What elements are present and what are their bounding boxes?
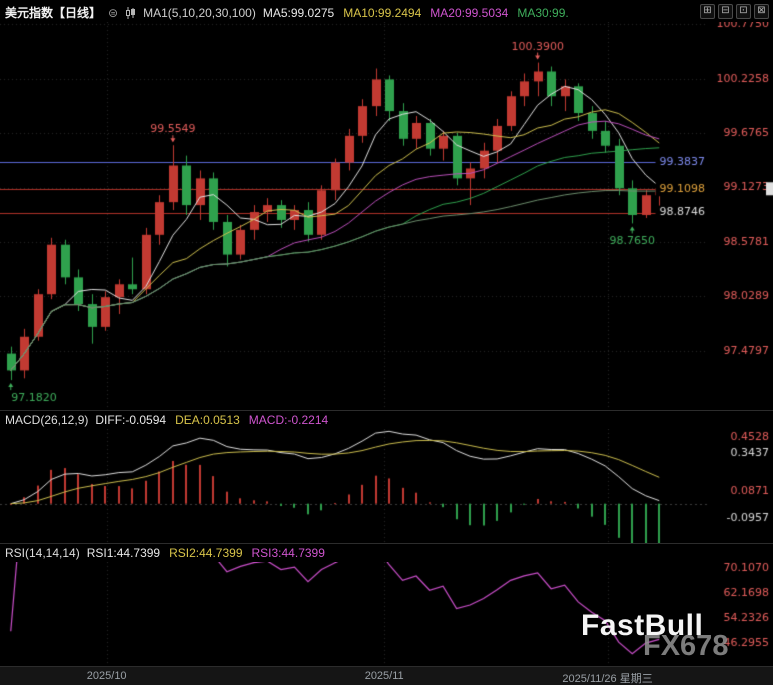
rsi-chart[interactable] — [0, 562, 773, 666]
rsi-value: RSI1:44.7399 — [86, 546, 161, 560]
instrument-title: 美元指数【日线】 — [5, 6, 102, 20]
ma-settings-label: MA1(5,10,20,30,100) — [143, 5, 256, 20]
panel-divider-rsi[interactable] — [0, 543, 773, 544]
fullscreen-icon[interactable]: ⊠ — [754, 4, 769, 19]
time-axis-label: 2025/10 — [86, 670, 127, 682]
macd-value: DEA:0.0513 — [175, 413, 240, 427]
ma-value: MA20:99.5034 — [430, 5, 509, 20]
macd-value: DIFF:-0.0594 — [95, 413, 167, 427]
time-axis-label: 2025/11/26 星期三 — [562, 673, 653, 685]
popout-icon[interactable]: ⊡ — [736, 4, 751, 19]
rsi-legend: RSI1:44.7399 RSI2:44.7399 RSI3:44.7399 — [87, 546, 325, 560]
split-pane-icon[interactable]: ⊟ — [718, 4, 733, 19]
rsi-value: RSI2:44.7399 — [169, 546, 243, 560]
macd-header: MACD(26,12,9) DIFF:-0.0594 DEA:0.0513 MACD… — [5, 413, 328, 427]
rsi-header: RSI(14,14,14) RSI1:44.7399 RSI2:44.7399 RS… — [5, 546, 325, 560]
settings-icon[interactable]: ⊜ — [108, 5, 119, 20]
rsi-title: RSI(14,14,14) — [5, 546, 80, 560]
ma-legend: MA5:99.0275 MA10:99.2494 MA20:99.5034 MA30:… — [263, 6, 569, 20]
time-axis: 2025/10 2025/11 2025/11/26 星期三 — [0, 666, 773, 685]
window-controls: ⊞ ⊟ ⊡ ⊠ — [700, 4, 769, 19]
fastbull-watermark: FastBull — [581, 609, 704, 642]
main-price-chart[interactable] — [0, 22, 773, 410]
fx678-watermark: FX678 — [643, 630, 729, 662]
macd-legend: DIFF:-0.0594 DEA:0.0513 MACD:-0.2214 — [95, 413, 328, 427]
ma-value: MA30:99. — [517, 5, 569, 20]
time-axis-label: 2025/11 — [364, 670, 404, 682]
panel-divider-macd[interactable] — [0, 410, 773, 411]
candlestick-icon[interactable] — [125, 6, 136, 19]
macd-chart[interactable] — [0, 429, 773, 543]
grid-layout-icon[interactable]: ⊞ — [700, 4, 715, 19]
macd-value: MACD:-0.2214 — [248, 413, 329, 427]
rsi-value: RSI3:44.7399 — [251, 546, 325, 560]
ma-value: MA10:99.2494 — [343, 5, 422, 20]
macd-title: MACD(26,12,9) — [5, 413, 89, 427]
main-chart-header: 美元指数【日线】 ⊜ MA1(5,10,20,30,100) MA5:99.02… — [5, 4, 569, 21]
ma-value: MA5:99.0275 — [262, 5, 335, 20]
